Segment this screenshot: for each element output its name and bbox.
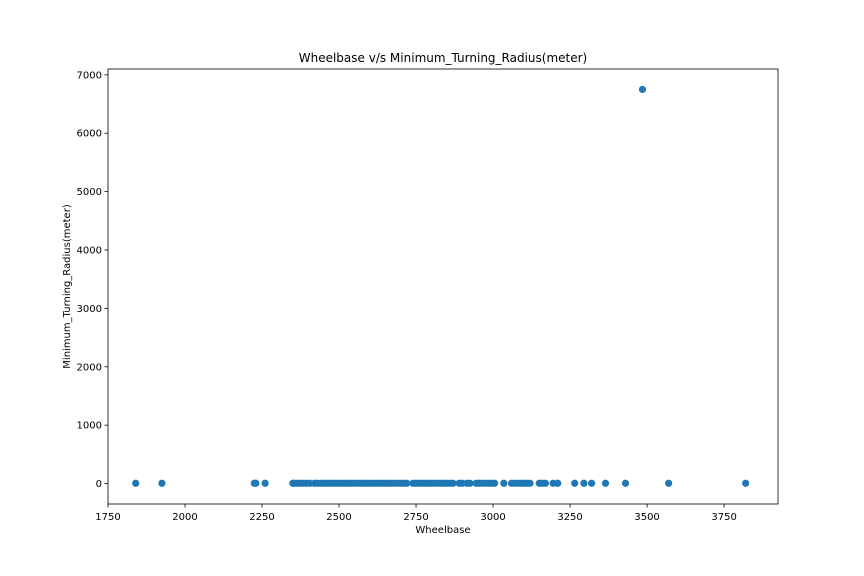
data-point xyxy=(580,479,588,487)
y-tick-label: 7000 xyxy=(77,70,102,81)
axis-ticks: 1750 2000 2250 2500 2750 3000 3250 3500 3750 0 100… xyxy=(77,70,737,523)
y-axis-label: Minimum_Turning_Radius(meter) xyxy=(62,204,73,369)
data-point xyxy=(526,479,534,487)
y-tick-label: 3000 xyxy=(77,304,102,315)
plot-frame xyxy=(107,68,779,505)
data-point xyxy=(742,479,750,487)
y-tick-label: 2000 xyxy=(77,362,102,373)
x-tick-label: 3000 xyxy=(480,512,505,523)
y-tick-label: 0 xyxy=(96,479,102,490)
y-tick-label: 4000 xyxy=(77,246,102,257)
data-point xyxy=(500,479,508,487)
data-point xyxy=(449,479,457,487)
x-tick-label: 3500 xyxy=(634,512,659,523)
x-tick-label: 2000 xyxy=(172,512,197,523)
data-point xyxy=(588,479,596,487)
x-tick-label: 1750 xyxy=(95,512,120,523)
data-point xyxy=(261,479,269,487)
y-tick-label: 6000 xyxy=(77,129,102,140)
x-tick-label: 2250 xyxy=(249,512,274,523)
x-axis-label: Wheelbase xyxy=(415,525,470,536)
data-point xyxy=(132,479,140,487)
data-point xyxy=(466,479,474,487)
data-point xyxy=(490,479,499,487)
data-point xyxy=(403,479,411,487)
data-point xyxy=(541,479,550,487)
data-point xyxy=(554,479,562,487)
chart-title: Wheelbase v/s Minimum_Turning_Radius(met… xyxy=(299,51,588,65)
data-point xyxy=(252,479,260,487)
data-point xyxy=(158,479,166,487)
data-point xyxy=(621,479,630,487)
x-tick-label: 2500 xyxy=(326,512,351,523)
data-point xyxy=(665,479,673,487)
x-tick-label: 3750 xyxy=(711,512,736,523)
y-tick-label: 1000 xyxy=(77,421,102,432)
x-tick-label: 3250 xyxy=(557,512,582,523)
data-point xyxy=(601,479,610,487)
data-points xyxy=(132,85,750,487)
x-tick-label: 2750 xyxy=(403,512,428,523)
data-point xyxy=(571,479,579,487)
data-point xyxy=(638,85,647,94)
y-tick-label: 5000 xyxy=(77,187,102,198)
